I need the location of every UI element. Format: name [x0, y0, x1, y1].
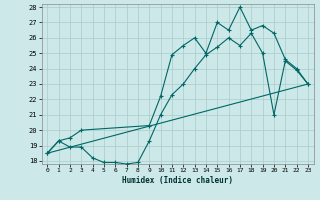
X-axis label: Humidex (Indice chaleur): Humidex (Indice chaleur)	[122, 176, 233, 185]
